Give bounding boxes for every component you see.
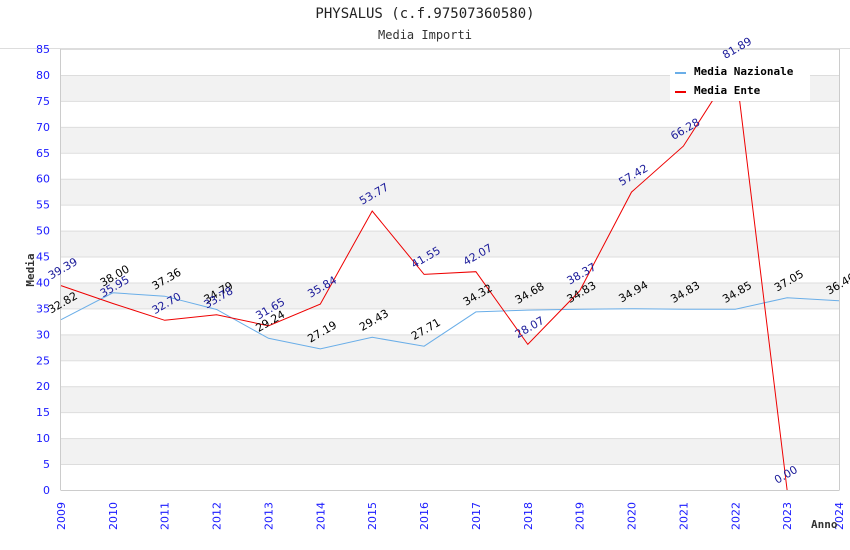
series-lines [60,63,840,491]
legend-label-media-ente: Media Ente [694,84,761,97]
y-tick-label: 20 [36,380,50,393]
grid-band [61,178,839,205]
x-tick-label: 2014 [314,502,327,530]
y-axis-ticks: 0 5 10 15 20 25 30 35 40 45 50 55 60 65 70 75 80 85 [36,43,50,497]
y-tick-label: 70 [36,121,50,134]
x-tick-label: 2012 [211,502,224,530]
x-tick-label: 2013 [262,502,275,530]
grid-band [61,386,839,413]
y-tick-label: 75 [36,95,50,108]
grid-band [61,256,839,283]
grid-band [61,126,839,153]
x-tick-label: 2024 [833,502,846,530]
chart-subtitle: Media Importi [378,28,472,42]
grid-bands [61,49,839,490]
y-tick-label: 60 [36,173,50,186]
grid-band [61,152,839,179]
y-tick-label: 45 [36,251,50,264]
y-tick-label: 0 [43,484,50,497]
y-tick-label: 30 [36,328,50,341]
y-tick-label: 55 [36,199,50,212]
x-axis-label: Anno [811,518,838,531]
legend-label-media-nazionale: Media Nazionale [694,65,794,78]
grid-band [61,100,839,127]
grid-band [61,230,839,257]
y-tick-label: 5 [43,458,50,471]
y-tick-label: 35 [36,302,50,315]
x-tick-label: 2023 [781,502,794,530]
grid-band [61,308,839,335]
y-tick-label: 25 [36,354,50,367]
x-axis-ticks: 2009 2010 2011 2012 2013 2014 2015 2016 2017 2018… [55,502,846,530]
x-tick-label: 2010 [107,502,120,530]
grid-band [61,360,839,387]
x-tick-label: 2019 [574,502,587,530]
grid-band [61,204,839,231]
x-tick-label: 2020 [626,502,639,530]
grid-band [61,438,839,465]
y-tick-label: 40 [36,276,50,289]
grid-band [61,282,839,309]
grid-band [61,464,839,490]
legend-background [670,59,810,101]
series-line-media-nazionale [60,292,840,350]
x-tick-label: 2022 [729,502,742,530]
y-tick-label: 65 [36,147,50,160]
chart-title: PHYSALUS (c.f.97507360580) [315,6,534,22]
x-tick-label: 2009 [55,502,68,530]
x-tick-label: 2016 [418,502,431,530]
x-tick-label: 2021 [677,502,690,530]
x-tick-label: 2015 [366,502,379,530]
grid-band [61,412,839,439]
y-axis-label: Media [24,253,37,286]
x-tick-label: 2018 [522,502,535,530]
legend: Media Nazionale Media Ente [670,59,810,101]
y-tick-label: 10 [36,432,50,445]
x-tick-label: 2017 [470,502,483,530]
grid-band [61,334,839,361]
axes [60,49,840,491]
y-tick-label: 15 [36,406,50,419]
y-tick-label: 80 [36,69,50,82]
y-tick-label: 50 [36,225,50,238]
y-tick-label: 85 [36,43,50,56]
x-tick-label: 2011 [159,502,172,530]
